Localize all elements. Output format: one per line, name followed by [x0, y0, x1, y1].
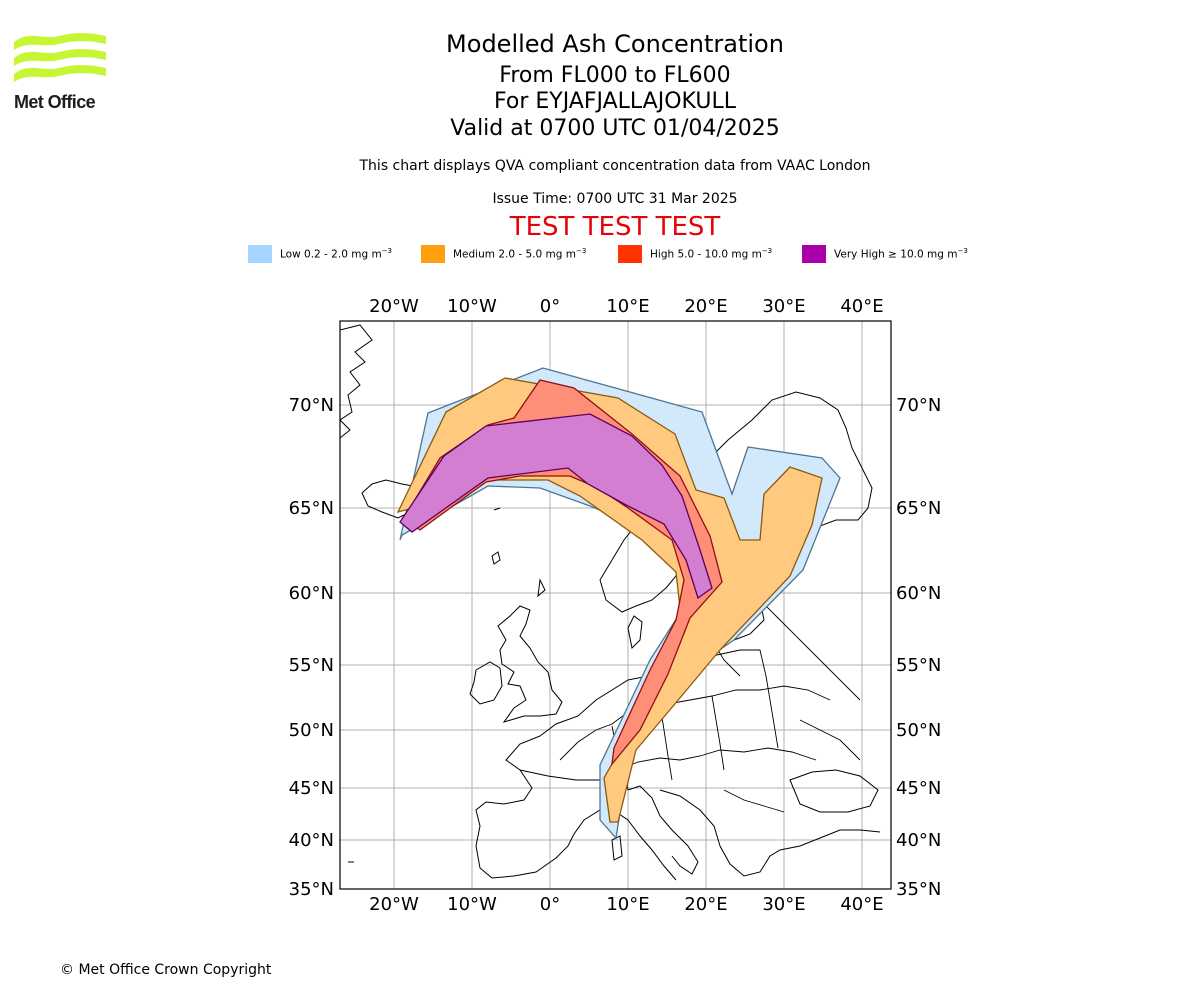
- lon-label-top-40e: 40°E: [840, 296, 883, 317]
- lon-label-top-20e: 20°E: [684, 296, 727, 317]
- lat-label-left-60n: 60°N: [289, 583, 334, 604]
- flight-level-range: From FL000 to FL600: [499, 63, 731, 88]
- test-banner: TEST TEST TEST: [509, 212, 721, 242]
- lat-label-right-60n: 60°N: [896, 583, 941, 604]
- lat-label-right-35n: 35°N: [896, 879, 941, 900]
- ash-area-very-high: [399, 413, 713, 600]
- met-office-logo-icon: [14, 33, 106, 82]
- lon-label-top-0: 0°: [540, 296, 560, 317]
- lat-label-right-50n: 50°N: [896, 720, 941, 741]
- copyright-notice: © Met Office Crown Copyright: [60, 962, 272, 978]
- legend-label-high: High 5.0 - 10.0 mg m: [650, 248, 762, 261]
- lat-label-left-45n: 45°N: [289, 778, 334, 799]
- lon-label-top-10w: 10°W: [447, 296, 497, 317]
- lon-label-bottom-10e: 10°E: [606, 894, 649, 915]
- legend-item-medium: Medium 2.0 - 5.0 mg m−3: [421, 244, 586, 264]
- volcano-name: For EYJAFJALLAJOKULL: [494, 89, 736, 114]
- lat-label-right-70n: 70°N: [896, 395, 941, 416]
- lat-label-left-50n: 50°N: [289, 720, 334, 741]
- legend-item-very-high: Very High ≥ 10.0 mg m−3: [802, 244, 968, 264]
- legend-swatch-high: [618, 245, 642, 263]
- legend-label-very-high: Very High ≥ 10.0 mg m: [834, 248, 958, 261]
- legend-swatch-low: [248, 245, 272, 263]
- lon-label-top-30e: 30°E: [762, 296, 805, 317]
- lat-label-right-65n: 65°N: [896, 498, 941, 519]
- lon-label-bottom-20e: 20°E: [684, 894, 727, 915]
- lat-label-right-55n: 55°N: [896, 655, 941, 676]
- lon-label-bottom-40e: 40°E: [840, 894, 883, 915]
- issue-time: Issue Time: 0700 UTC 31 Mar 2025: [492, 191, 738, 207]
- logo-wordmark: Met Office: [14, 92, 96, 112]
- legend-swatch-very-high: [802, 245, 826, 263]
- lon-label-bottom-30e: 30°E: [762, 894, 805, 915]
- lat-label-left-65n: 65°N: [289, 498, 334, 519]
- lat-label-right-45n: 45°N: [896, 778, 941, 799]
- lat-label-left-55n: 55°N: [289, 655, 334, 676]
- lon-label-bottom-20w: 20°W: [369, 894, 419, 915]
- legend-item-low: Low 0.2 - 2.0 mg m−3: [248, 244, 392, 264]
- valid-time: Valid at 0700 UTC 01/04/2025: [450, 116, 780, 141]
- map-frame: [339, 320, 892, 890]
- lon-label-top-10e: 10°E: [606, 296, 649, 317]
- lon-label-bottom-0: 0°: [540, 894, 560, 915]
- lat-label-right-40n: 40°N: [896, 830, 941, 851]
- legend-swatch-medium: [421, 245, 445, 263]
- lat-label-left-35n: 35°N: [289, 879, 334, 900]
- lat-label-left-70n: 70°N: [289, 395, 334, 416]
- legend-item-high: High 5.0 - 10.0 mg m−3: [618, 244, 772, 264]
- lon-label-bottom-10w: 10°W: [447, 894, 497, 915]
- lon-label-top-20w: 20°W: [369, 296, 419, 317]
- chart-description: This chart displays QVA compliant concen…: [359, 158, 871, 174]
- lat-label-left-40n: 40°N: [289, 830, 334, 851]
- legend-label-medium: Medium 2.0 - 5.0 mg m: [453, 248, 576, 261]
- legend-label-low: Low 0.2 - 2.0 mg m: [280, 248, 382, 261]
- chart-title: Modelled Ash Concentration: [446, 30, 784, 58]
